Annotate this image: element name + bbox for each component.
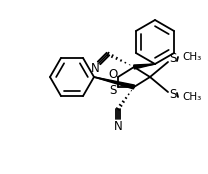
Text: S: S [109, 85, 117, 97]
Text: O: O [108, 68, 118, 81]
Text: N: N [91, 61, 99, 74]
Polygon shape [94, 77, 135, 89]
Text: S: S [169, 89, 177, 101]
Text: N: N [114, 121, 122, 133]
Text: CH₃: CH₃ [182, 92, 202, 102]
Text: S: S [169, 53, 177, 65]
Text: CH₃: CH₃ [182, 52, 202, 62]
Polygon shape [134, 64, 155, 69]
